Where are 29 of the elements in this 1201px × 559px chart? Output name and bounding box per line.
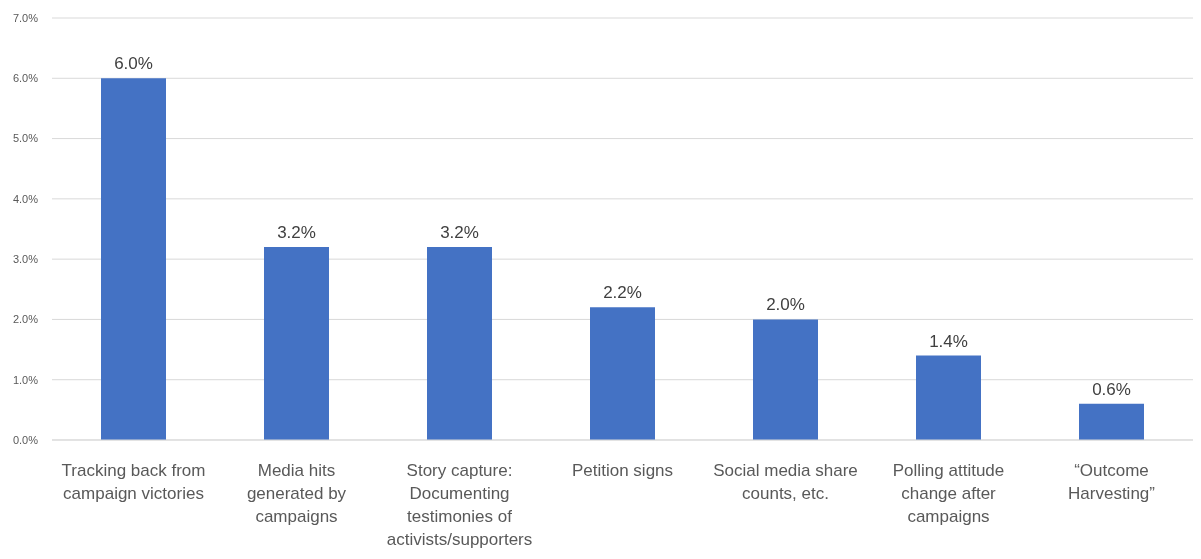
data-label: 2.0% [766, 295, 805, 315]
y-tick-label: 0.0% [12, 433, 39, 446]
x-tick-label: Media hits generated by campaigns [246, 461, 347, 526]
x-tick-label: Story capture: Documenting testimonies of activists/supporters [386, 461, 533, 549]
data-label: 3.2% [277, 223, 316, 243]
bar [264, 247, 329, 440]
data-label: 1.4% [929, 331, 968, 351]
y-tick-label: 3.0% [12, 253, 39, 266]
bar [753, 319, 818, 440]
data-label: 6.0% [114, 54, 153, 74]
bar [101, 78, 166, 440]
y-tick-label: 7.0% [12, 11, 39, 24]
y-tick-label: 4.0% [12, 192, 39, 205]
x-tick-label: Social media share counts, etc. [713, 461, 858, 503]
data-label: 2.2% [603, 283, 642, 303]
bar [427, 247, 492, 440]
y-tick-label: 6.0% [12, 72, 39, 85]
x-tick-label: “Outcome Harvesting” [1068, 461, 1156, 503]
bar [590, 307, 655, 440]
x-tick-label: Petition signs [571, 461, 674, 480]
y-tick-label: 5.0% [12, 132, 39, 145]
y-tick-label: 2.0% [12, 313, 39, 326]
y-tick-label: 1.0% [12, 373, 39, 386]
x-tick-label: Polling attitude change after campaigns [892, 461, 1005, 526]
bar [1079, 403, 1144, 440]
data-label: 0.6% [1092, 379, 1131, 399]
x-tick-label: Tracking back from campaign victories [61, 461, 206, 503]
data-label: 3.2% [440, 223, 479, 243]
bar [916, 355, 981, 440]
